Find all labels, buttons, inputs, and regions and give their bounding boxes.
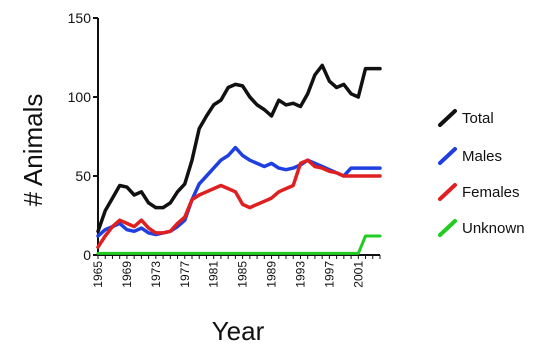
- x-tick-label: 1969: [120, 261, 134, 288]
- series-line-females: [96, 158, 382, 249]
- legend-label-females: Females: [462, 184, 520, 201]
- x-tick-label: 2001: [351, 261, 365, 288]
- series-lines: [96, 63, 382, 255]
- x-tick-label: 1981: [207, 261, 221, 288]
- x-ticks: 1965 1969 1973 1977 1981 1985 1989 1993 1997 2001: [91, 255, 381, 288]
- axes: [97, 18, 380, 256]
- legend-swatch-males: [438, 147, 457, 165]
- legend-label-males: Males: [462, 148, 502, 165]
- x-tick-label: 1997: [322, 261, 336, 288]
- legend: Total Males Females Unknown: [438, 109, 525, 237]
- series-line-unknown: [96, 234, 382, 255]
- y-tick-label: 100: [68, 89, 92, 105]
- legend-label-total: Total: [462, 110, 494, 127]
- y-axis-title: # Animals: [18, 94, 48, 207]
- x-tick-label: 1993: [293, 261, 307, 288]
- y-tick-label: 150: [68, 10, 92, 26]
- x-tick-label: 1973: [149, 261, 163, 288]
- y-ticks: 0 50 100 150: [68, 10, 98, 263]
- series-line-total: [96, 63, 382, 234]
- legend-label-unknown: Unknown: [462, 220, 525, 237]
- x-tick-label: 1977: [178, 261, 192, 288]
- x-tick-label: 1989: [265, 261, 279, 288]
- x-tick-label: 1985: [236, 261, 250, 288]
- y-tick-label: 0: [83, 247, 91, 263]
- legend-swatch-unknown: [438, 219, 457, 237]
- legend-swatch-females: [438, 183, 457, 201]
- y-tick-label: 50: [75, 168, 91, 184]
- x-axis-title: Year: [212, 316, 265, 346]
- legend-swatch-total: [438, 109, 457, 127]
- x-tick-label: 1965: [91, 261, 105, 288]
